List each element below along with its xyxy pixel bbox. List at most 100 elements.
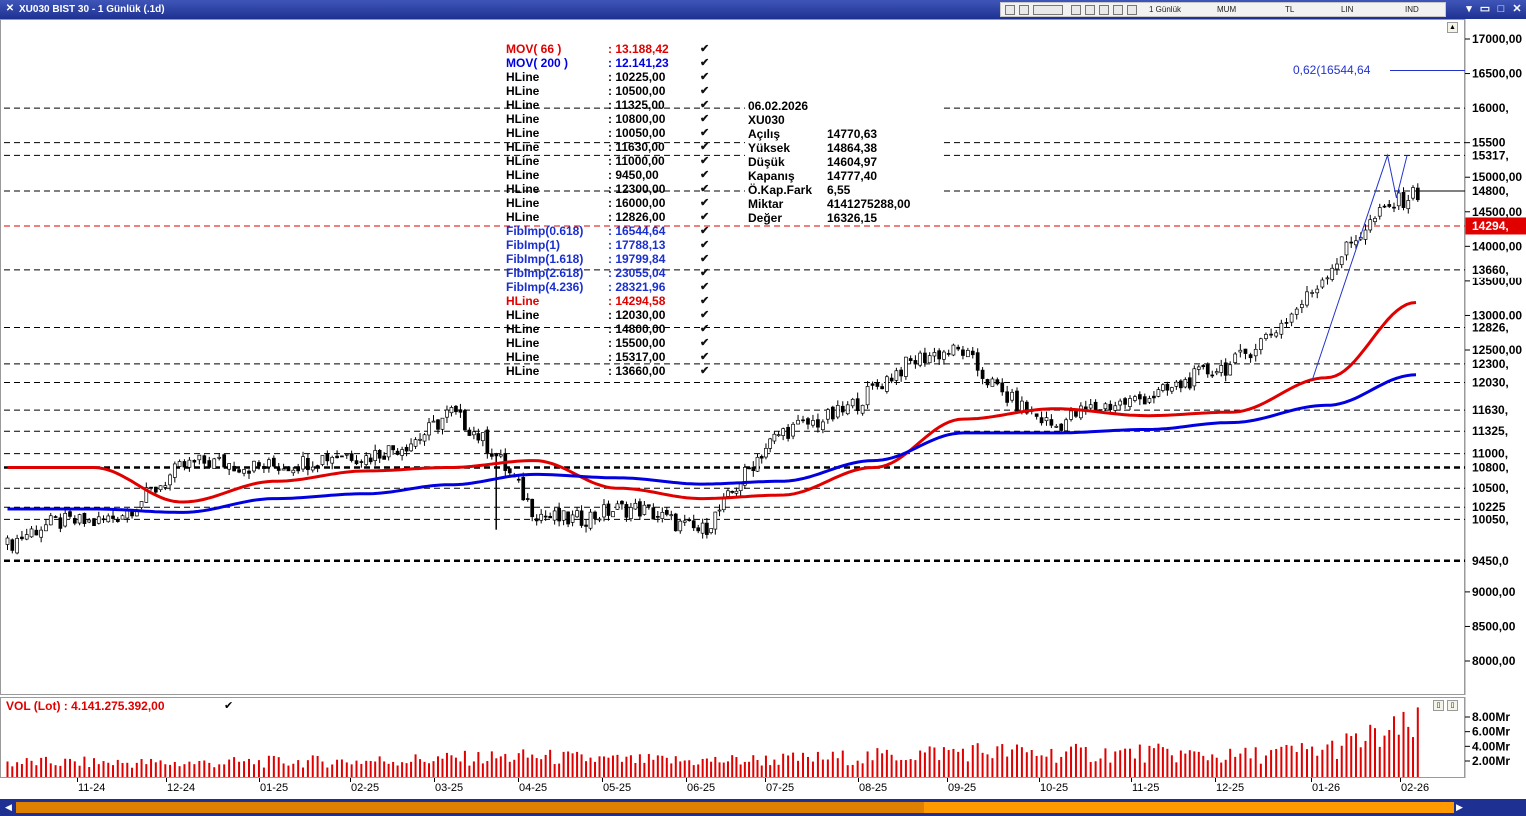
legend-name: MOV( 200 ) bbox=[506, 56, 569, 70]
currency-selector[interactable]: TL bbox=[1285, 5, 1295, 14]
volume-bar bbox=[54, 765, 57, 777]
legend-check-icon[interactable]: ✔ bbox=[700, 295, 710, 307]
toolbar-icon-2[interactable] bbox=[1019, 5, 1029, 15]
legend-check-icon[interactable]: ✔ bbox=[700, 71, 710, 83]
scroll-left-icon[interactable]: ◀ bbox=[5, 802, 12, 812]
legend-value: : 11000,00 bbox=[608, 154, 665, 168]
volume-bar bbox=[938, 760, 941, 777]
volume-bar bbox=[826, 759, 829, 777]
price-box-label: 14294, bbox=[1472, 219, 1509, 233]
candle-body bbox=[222, 454, 227, 468]
toolbar-icon-3[interactable] bbox=[1071, 5, 1081, 15]
toolbar-select[interactable] bbox=[1033, 5, 1063, 15]
period-selector[interactable]: 1 Günlük bbox=[1149, 5, 1182, 14]
legend-check-icon[interactable]: ✔ bbox=[700, 267, 710, 279]
candle-body bbox=[144, 487, 149, 503]
legend-check-icon[interactable]: ✔ bbox=[700, 127, 710, 139]
legend-check-icon[interactable]: ✔ bbox=[700, 309, 710, 321]
legend-check-icon[interactable]: ✔ bbox=[700, 43, 710, 55]
volume-bar bbox=[1045, 756, 1048, 777]
volume-bar bbox=[647, 754, 650, 777]
volume-bar bbox=[1316, 755, 1319, 777]
date-label: 05-25 bbox=[603, 782, 632, 794]
volume-panel-icon-2[interactable]: ▯ bbox=[1447, 700, 1458, 711]
horizontal-scrollbar[interactable]: ◀ ▶ bbox=[0, 799, 1526, 816]
legend-check-icon[interactable]: ✔ bbox=[700, 253, 710, 265]
legend-name: HLine bbox=[506, 168, 540, 182]
candle-body bbox=[865, 386, 870, 406]
legend-check-icon[interactable]: ✔ bbox=[700, 113, 710, 125]
window-close-icon[interactable]: ✕ bbox=[1512, 3, 1522, 15]
legend-check-icon[interactable]: ✔ bbox=[700, 197, 710, 209]
date-tick bbox=[518, 778, 519, 782]
legend-check-icon[interactable]: ✔ bbox=[700, 337, 710, 349]
indicator-selector[interactable]: IND bbox=[1405, 5, 1419, 14]
legend-check-icon[interactable]: ✔ bbox=[700, 211, 710, 223]
volume-bar bbox=[1152, 748, 1155, 777]
legend-value: : 15317,00 bbox=[608, 350, 666, 364]
volume-bar bbox=[6, 761, 9, 777]
price-panel[interactable]: 17000,00 16500,00 15500 15000,00 14500,00 140… bbox=[0, 19, 1526, 695]
candle-body bbox=[1363, 229, 1368, 240]
legend-value: : 28321,96 bbox=[608, 280, 666, 294]
price-box-label: 10500, bbox=[1472, 481, 1509, 495]
close-icon[interactable]: ✕ bbox=[5, 3, 15, 14]
candle-body bbox=[1196, 366, 1201, 370]
volume-check-icon[interactable]: ✔ bbox=[224, 700, 234, 712]
price-box-label: 10050, bbox=[1472, 512, 1509, 526]
legend-check-icon[interactable]: ✔ bbox=[700, 183, 710, 195]
candle-body bbox=[467, 429, 472, 436]
toolbar-icon-7[interactable] bbox=[1127, 5, 1137, 15]
candle-body bbox=[364, 455, 369, 465]
volume-bar bbox=[311, 755, 314, 777]
volume-bar bbox=[1311, 746, 1314, 777]
price-tick-label: 14500,00 bbox=[1472, 205, 1522, 219]
legend-check-icon[interactable]: ✔ bbox=[700, 323, 710, 335]
volume-panel[interactable]: 8.00Mr 6.00Mr 4.00Mr 2.00Mr VOL (Lot) : 4.1… bbox=[0, 697, 1526, 778]
legend-check-icon[interactable]: ✔ bbox=[700, 155, 710, 167]
candle-body bbox=[1233, 353, 1238, 363]
volume-bar bbox=[145, 764, 148, 777]
candle-body bbox=[894, 370, 899, 381]
legend-check-icon[interactable]: ✔ bbox=[700, 85, 710, 97]
mov-200-line bbox=[7, 373, 1417, 514]
scale-selector[interactable]: LIN bbox=[1341, 5, 1354, 14]
panel-settings-icon[interactable]: ▲ bbox=[1447, 22, 1458, 33]
legend-check-icon[interactable]: ✔ bbox=[700, 239, 710, 251]
candle-body bbox=[1152, 395, 1156, 399]
candle-body bbox=[359, 461, 364, 463]
scroll-track[interactable] bbox=[16, 802, 1454, 813]
toolbar-icon-1[interactable] bbox=[1005, 5, 1015, 15]
toolbar-icon-6[interactable] bbox=[1113, 5, 1123, 15]
legend-check-icon[interactable]: ✔ bbox=[700, 225, 710, 237]
legend-check-icon[interactable]: ✔ bbox=[700, 141, 710, 153]
volume-panel-icon-1[interactable]: ▯ bbox=[1433, 700, 1444, 711]
legend-value: : 15500,00 bbox=[608, 336, 666, 350]
volume-bar bbox=[722, 762, 725, 777]
volume-bar bbox=[679, 761, 682, 777]
legend-check-icon[interactable]: ✔ bbox=[700, 351, 710, 363]
scroll-right-icon[interactable]: ▶ bbox=[1456, 802, 1463, 812]
legend-check-icon[interactable]: ✔ bbox=[700, 169, 710, 181]
volume-bar bbox=[1354, 733, 1357, 777]
legend-check-icon[interactable]: ✔ bbox=[700, 281, 710, 293]
toolbar-icon-5[interactable] bbox=[1099, 5, 1109, 15]
legend-check-icon[interactable]: ✔ bbox=[700, 99, 710, 111]
candle-body bbox=[691, 520, 696, 529]
chart-type-selector[interactable]: MUM bbox=[1217, 5, 1237, 14]
legend-value: : 11325,00 bbox=[608, 98, 665, 112]
candle-body bbox=[386, 445, 391, 458]
minimize-icon[interactable]: ▾ bbox=[1466, 3, 1472, 15]
volume-bar bbox=[1109, 762, 1112, 777]
toolbar-icon-4[interactable] bbox=[1085, 5, 1095, 15]
legend-check-icon[interactable]: ✔ bbox=[700, 57, 710, 69]
date-tick bbox=[1400, 778, 1401, 782]
maximize-icon[interactable]: □ bbox=[1497, 3, 1505, 15]
restore-icon[interactable]: ▭ bbox=[1479, 3, 1491, 15]
price-box bbox=[1466, 183, 1526, 200]
legend-check-icon[interactable]: ✔ bbox=[700, 365, 710, 377]
volume-bar bbox=[861, 763, 864, 777]
scroll-thumb[interactable] bbox=[924, 802, 1454, 813]
ohlc-label: Yüksek bbox=[748, 141, 791, 155]
